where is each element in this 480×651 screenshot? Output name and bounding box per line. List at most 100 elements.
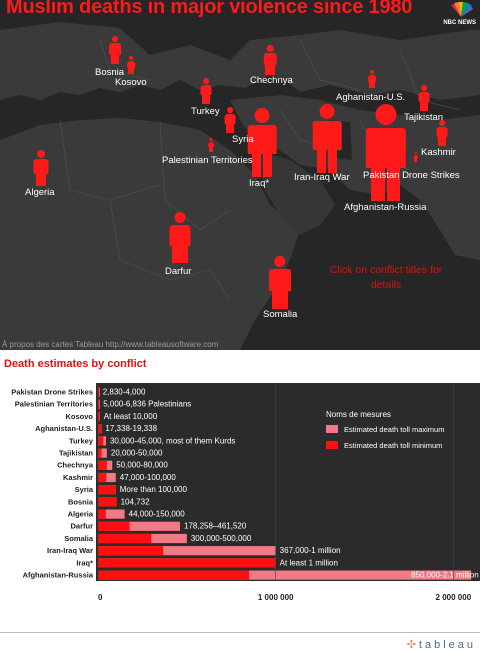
data-label: 850,000-2.1 million bbox=[411, 571, 479, 580]
map-label-tajikistan[interactable]: Tajikistan bbox=[404, 112, 444, 123]
data-label: 20,000-50,000 bbox=[111, 449, 163, 458]
map-label-turkey[interactable]: Turkey bbox=[191, 106, 220, 117]
map-landmass bbox=[0, 22, 480, 350]
map-label-afghanistan-russia[interactable]: Afghanistan-Russia bbox=[344, 202, 427, 213]
tableau-plus-icon: ✣ bbox=[406, 639, 416, 651]
map-label-chechnya[interactable]: Chechnya bbox=[250, 75, 293, 86]
person-icon-iran-iraq[interactable] bbox=[312, 104, 342, 173]
person-icon-iraq[interactable] bbox=[247, 108, 277, 177]
data-label: 367,000-1 million bbox=[280, 546, 341, 555]
category-label: Kosovo bbox=[65, 412, 93, 421]
bar-min bbox=[98, 387, 100, 397]
nbc-logo: NBC NEWS bbox=[443, 2, 476, 26]
person-icon-palestinian[interactable] bbox=[208, 138, 214, 153]
bar-max bbox=[98, 546, 276, 556]
person-icon-somalia[interactable] bbox=[269, 256, 291, 309]
tableau-logo: ✣ tableau bbox=[407, 638, 476, 651]
bar-min bbox=[98, 411, 100, 422]
chart-title: Death estimates by conflict bbox=[4, 358, 147, 370]
person-icon-tajikistan[interactable] bbox=[418, 85, 430, 112]
nbc-logo-text: NBC NEWS bbox=[443, 20, 476, 26]
data-label: 5,000-6,836 Palestinians bbox=[103, 400, 191, 409]
data-label: 300,000-500,000 bbox=[191, 534, 252, 543]
person-icon-kashmir[interactable] bbox=[436, 120, 448, 147]
map-label-somalia[interactable]: Somalia bbox=[263, 309, 298, 320]
bar-min bbox=[98, 424, 102, 434]
peacock-icon bbox=[451, 2, 473, 17]
category-label: Bosnia bbox=[68, 497, 94, 506]
bar-max bbox=[98, 570, 472, 580]
map-label-iran-iraq[interactable]: Iran-Iraq War bbox=[294, 172, 350, 183]
bar-min bbox=[98, 570, 250, 580]
data-label: 178,258–461,520 bbox=[184, 522, 247, 531]
x-tick-label: 1 000 000 bbox=[258, 593, 294, 602]
person-icon-afghanistan-russia[interactable] bbox=[365, 104, 407, 201]
map-label-pakistan[interactable]: Pakistan Drone Strikes bbox=[363, 170, 460, 181]
x-tick-label: 0 bbox=[98, 593, 103, 602]
map-title: Muslim deaths in major violence since 19… bbox=[6, 0, 413, 18]
data-label: 30,000-45,000, most of them Kurds bbox=[110, 436, 235, 445]
bar-min bbox=[98, 399, 100, 409]
person-icon-afghanistan-us[interactable] bbox=[368, 70, 376, 89]
data-label: More than 100,000 bbox=[120, 485, 188, 494]
data-label: 47,000-100,000 bbox=[120, 473, 177, 482]
map-label-afghanistan-us[interactable]: Aghanistan-U.S. bbox=[336, 92, 406, 103]
bar-min bbox=[98, 509, 106, 519]
bar-max bbox=[98, 509, 125, 519]
map-label-kashmir[interactable]: Kashmir bbox=[421, 147, 456, 158]
bar-min bbox=[98, 533, 152, 544]
map-label-palestinian[interactable]: Palestinian Territories bbox=[162, 155, 253, 166]
category-label: Afghanistan-Russia bbox=[23, 571, 94, 580]
category-label: Somalia bbox=[64, 534, 94, 543]
legend-label: Estimated death toll minimum bbox=[344, 441, 442, 450]
map-label-syria[interactable]: Syria bbox=[232, 134, 254, 145]
map-attribution[interactable]: À propos des cartes Tableau http://www.t… bbox=[2, 340, 219, 349]
data-label: At least 1 million bbox=[280, 558, 338, 567]
bar-max bbox=[98, 448, 107, 458]
map-label-darfur[interactable]: Darfur bbox=[165, 266, 192, 277]
x-tick-label: 2 000 000 bbox=[436, 593, 472, 602]
legend-label: Estimated death toll maximum bbox=[344, 425, 444, 434]
bar-min bbox=[98, 521, 130, 531]
click-instruction: Click on conflict titles for details bbox=[329, 264, 443, 291]
category-label: Syria bbox=[75, 485, 94, 494]
bar-min bbox=[98, 472, 107, 483]
bar-min bbox=[98, 436, 104, 446]
person-icon-pakistan[interactable] bbox=[413, 152, 419, 163]
category-label: Darfur bbox=[70, 522, 93, 531]
legend-swatch bbox=[326, 441, 338, 449]
data-label: 104,732 bbox=[121, 497, 150, 506]
person-icon-algeria[interactable] bbox=[33, 150, 49, 187]
map-label-iraq[interactable]: Iraq* bbox=[249, 178, 270, 189]
bar-min bbox=[98, 558, 276, 568]
person-icon-darfur[interactable] bbox=[169, 212, 191, 263]
bar-min bbox=[98, 460, 107, 470]
category-label: Chechnya bbox=[57, 461, 94, 470]
category-label: Turkey bbox=[69, 436, 94, 445]
category-label: Tajikistan bbox=[59, 449, 93, 458]
category-label: Pakistan Drone Strikes bbox=[11, 388, 93, 397]
person-icon-bosnia[interactable] bbox=[109, 36, 121, 65]
data-label: 2,830-4,000 bbox=[103, 388, 146, 397]
category-label: Iraq* bbox=[76, 558, 93, 567]
person-icon-syria[interactable] bbox=[224, 107, 236, 134]
data-label: At least 10,000 bbox=[104, 412, 158, 421]
category-label: Kashmir bbox=[63, 473, 93, 482]
tableau-logo-text: tableau bbox=[418, 639, 476, 651]
bar-max bbox=[98, 472, 116, 483]
map-label-kosovo[interactable]: Kosovo bbox=[115, 77, 147, 88]
bar-chart: Pakistan Drone Strikes 2,830-4,000 Palesti… bbox=[11, 383, 479, 602]
bar-min bbox=[98, 497, 117, 507]
data-label: 50,000-80,000 bbox=[116, 461, 168, 470]
conflict-map[interactable]: Muslim deaths in major violence since 19… bbox=[0, 0, 480, 350]
person-icon-kosovo[interactable] bbox=[127, 56, 135, 75]
bar-min bbox=[98, 546, 164, 556]
bar-max bbox=[98, 521, 181, 531]
person-icon-chechnya[interactable] bbox=[263, 45, 277, 76]
person-icon-turkey[interactable] bbox=[200, 78, 212, 105]
x-axis bbox=[96, 581, 480, 605]
map-label-algeria[interactable]: Algeria bbox=[25, 187, 55, 198]
legend-title: Noms de mesures bbox=[326, 410, 391, 419]
map-label-bosnia[interactable]: Bosnia bbox=[95, 67, 125, 78]
data-label: 44,000-150,000 bbox=[129, 510, 186, 519]
